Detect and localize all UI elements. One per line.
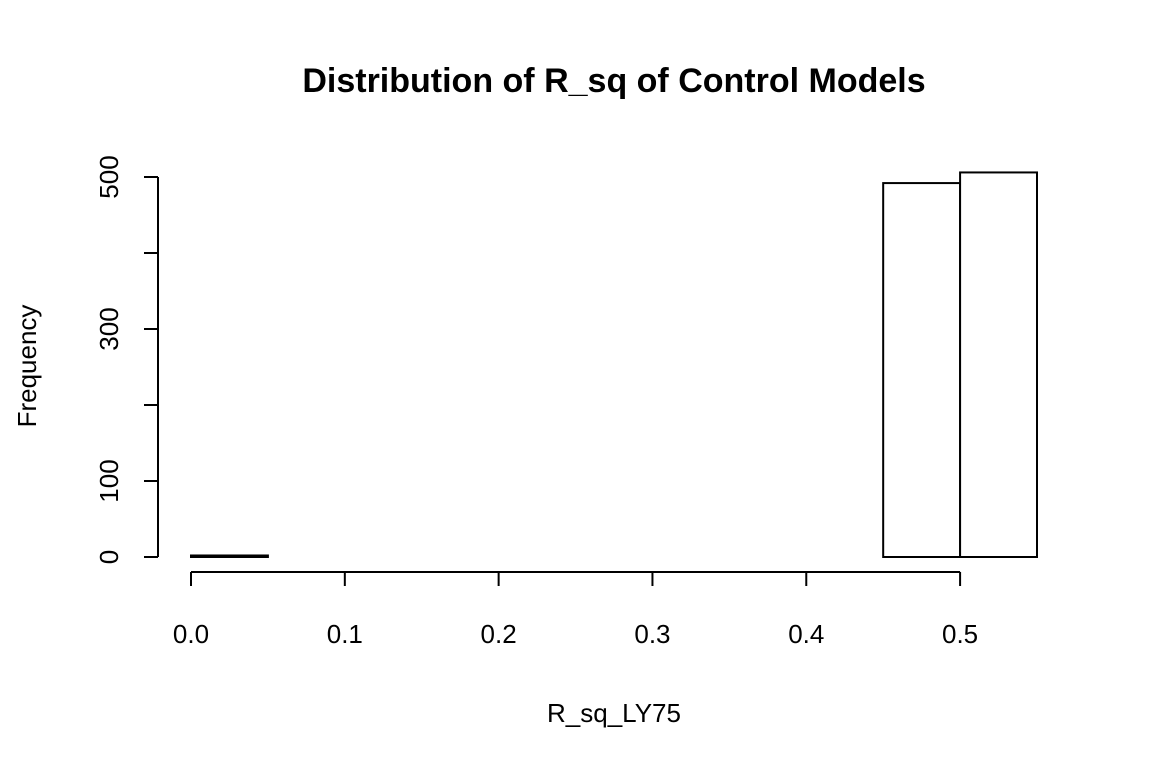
x-tick-label: 0.4 xyxy=(788,619,824,649)
y-axis-label: Frequency xyxy=(12,305,42,428)
bars-group xyxy=(190,171,1038,559)
x-tick-label: 0.0 xyxy=(173,619,209,649)
x-tick-label: 0.5 xyxy=(942,619,978,649)
y-tick-label: 300 xyxy=(94,307,124,350)
x-tick-label: 0.3 xyxy=(634,619,670,649)
x-tick-label: 0.2 xyxy=(481,619,517,649)
chart-title: Distribution of R_sq of Control Models xyxy=(302,62,925,100)
histogram-bar xyxy=(190,554,269,558)
y-axis: 0 100 300 500 xyxy=(94,155,159,564)
y-tick-label: 0 xyxy=(94,550,124,564)
y-tick-label: 500 xyxy=(94,155,124,198)
y-tick-label: 100 xyxy=(94,459,124,502)
histogram-bar xyxy=(959,171,1038,558)
x-tick-label: 0.1 xyxy=(327,619,363,649)
x-axis-label: R_sq_LY75 xyxy=(547,698,681,728)
x-axis: 0.0 0.1 0.2 0.3 0.4 0.5 xyxy=(173,571,978,649)
histogram-bar xyxy=(882,182,962,559)
